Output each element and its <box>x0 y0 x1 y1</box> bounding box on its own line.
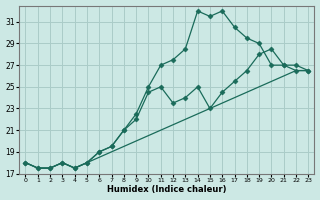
X-axis label: Humidex (Indice chaleur): Humidex (Indice chaleur) <box>107 185 227 194</box>
